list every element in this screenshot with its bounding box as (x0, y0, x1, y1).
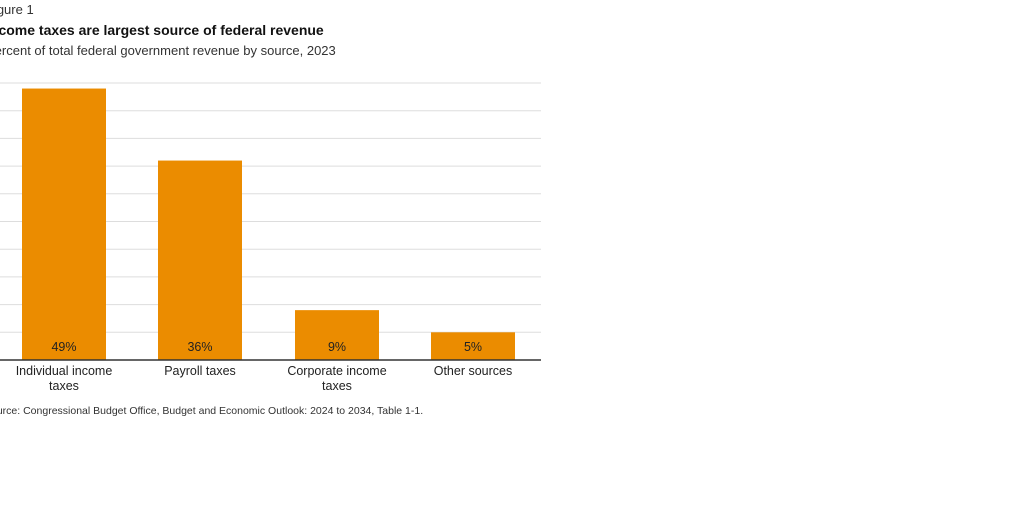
data-label: 49% (51, 340, 76, 354)
data-label: 9% (328, 340, 346, 354)
x-tick-label: taxes (322, 379, 352, 393)
data-label: 5% (464, 340, 482, 354)
source-note: Source: Congressional Budget Office, Bud… (0, 405, 424, 417)
x-tick-label: Other sources (434, 364, 513, 378)
bar (22, 88, 106, 360)
bar (295, 310, 379, 360)
data-label: 36% (187, 340, 212, 354)
bar (158, 160, 242, 360)
x-tick-label: taxes (49, 379, 79, 393)
bar (431, 332, 515, 360)
figure-label: Figure 1 (0, 2, 34, 17)
x-tick-label: Payroll taxes (164, 364, 236, 378)
bars (22, 88, 515, 360)
chart-subtitle: Percent of total federal government reve… (0, 43, 336, 58)
data-labels: 49% 36% 9% 5% (51, 340, 482, 354)
x-tick-label: Corporate income (287, 364, 386, 378)
x-tick-label: Individual income (16, 364, 113, 378)
chart-title: Income taxes are largest source of feder… (0, 22, 324, 38)
